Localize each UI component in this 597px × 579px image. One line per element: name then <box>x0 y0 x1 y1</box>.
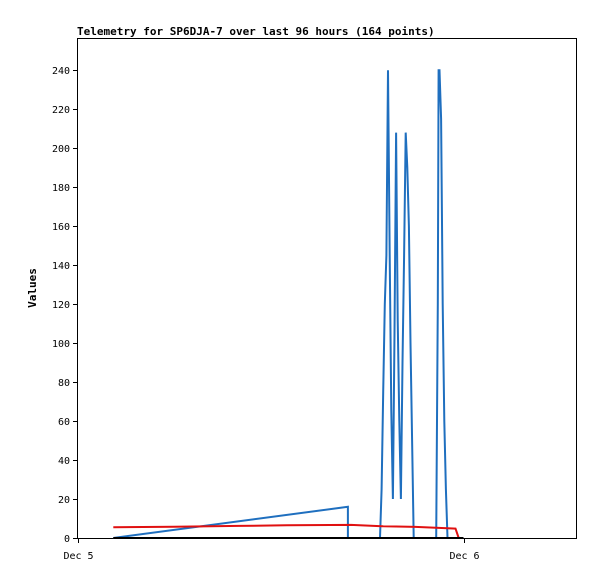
y-axis: 0 20 40 60 80 100 120 140 160 180 200 220 240 <box>52 66 78 545</box>
y-tick-label: 240 <box>52 66 70 77</box>
y-tick-label: 0 <box>64 534 70 545</box>
y-tick-label: 120 <box>52 300 70 311</box>
y-tick-label: 200 <box>52 144 70 155</box>
series-line-2 <box>113 523 460 539</box>
x-tick-label: Dec 5 <box>63 551 93 562</box>
y-axis-label: Values <box>26 268 39 308</box>
y-tick-label: 220 <box>52 105 70 116</box>
y-tick-label: 100 <box>52 339 70 350</box>
x-axis: Dec 5 Dec 6 <box>63 538 480 562</box>
y-tick-label: 180 <box>52 183 70 194</box>
y-tick-label: 140 <box>52 261 70 272</box>
series-layer <box>113 69 464 539</box>
y-tick-label: 160 <box>52 222 70 233</box>
chart-title: Telemetry for SP6DJA-7 over last 96 hour… <box>77 25 435 38</box>
y-tick-label: 20 <box>58 495 70 506</box>
series-line-1 <box>113 69 449 539</box>
y-tick-label: 40 <box>58 456 70 467</box>
y-tick-label: 60 <box>58 417 70 428</box>
x-tick-label: Dec 6 <box>449 551 479 562</box>
y-tick-label: 80 <box>58 378 70 389</box>
plot-area-frame <box>77 38 577 539</box>
